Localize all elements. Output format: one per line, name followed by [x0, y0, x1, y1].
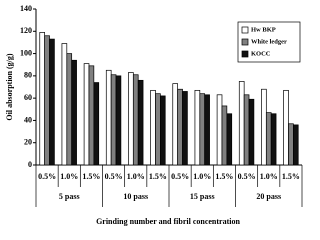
- bar: [150, 89, 156, 166]
- group-label: 15 pass: [190, 192, 215, 201]
- x-tick-label: 1.0%: [260, 172, 278, 181]
- group-label: 10 pass: [123, 192, 148, 201]
- bar: [49, 38, 55, 166]
- y-tick-label: 0: [28, 160, 32, 169]
- x-tick-label: 1.5%: [282, 172, 300, 181]
- legend-label: Hw BKP: [251, 26, 276, 33]
- legend-label: White ledger: [251, 38, 287, 45]
- x-tick-label: 0.5%: [238, 172, 256, 181]
- y-tick-label: 20: [24, 138, 32, 147]
- y-tick-label: 120: [20, 26, 32, 35]
- bar: [39, 32, 45, 166]
- y-tick-label: 60: [24, 93, 32, 102]
- y-tick-label: 100: [20, 48, 32, 57]
- bar: [204, 94, 210, 166]
- x-tick-label: 0.5%: [105, 172, 123, 181]
- bar: [110, 74, 117, 166]
- bar: [88, 65, 95, 166]
- bar: [61, 43, 68, 166]
- bar: [128, 72, 134, 166]
- chart: Oil absorption (g/g) Grinding number and…: [5, 4, 303, 226]
- bar: [105, 69, 112, 166]
- bar: [288, 123, 294, 166]
- bar: [93, 82, 100, 166]
- bar: [160, 95, 166, 166]
- legend-label: KOCC: [251, 50, 271, 57]
- bar: [71, 59, 77, 166]
- bar: [265, 112, 272, 166]
- x-tick-label: 0.5%: [171, 172, 189, 181]
- bar: [216, 94, 223, 166]
- legend-swatch: [241, 50, 249, 58]
- bar: [221, 105, 228, 166]
- bar: [194, 89, 201, 166]
- bar: [199, 93, 206, 166]
- bar: [172, 83, 178, 166]
- bar: [283, 89, 289, 166]
- y-tick-label: 80: [24, 71, 32, 80]
- bar: [132, 74, 139, 166]
- bar: [83, 63, 90, 166]
- bar: [66, 53, 73, 166]
- x-tick-label: 1.0%: [60, 172, 78, 181]
- bar: [248, 98, 255, 166]
- bar: [155, 93, 161, 166]
- x-tick-label: 0.5%: [38, 172, 56, 181]
- bar: [243, 94, 250, 166]
- group-label: 5 pass: [59, 192, 80, 201]
- y-tick-label: 140: [20, 4, 32, 13]
- x-tick-label: 1.5%: [215, 172, 233, 181]
- bar: [182, 91, 188, 166]
- group-label: 20 pass: [256, 192, 281, 201]
- x-axis-label: Grinding number and fibril concentration: [96, 217, 240, 226]
- y-tick-label: 40: [24, 115, 32, 124]
- x-tick-label: 1.5%: [149, 172, 167, 181]
- bar: [270, 113, 277, 166]
- bar: [115, 75, 122, 166]
- legend-swatch: [241, 38, 249, 46]
- y-axis-label: Oil absorption (g/g): [5, 53, 14, 120]
- bar: [137, 79, 144, 166]
- x-tick-label: 1.0%: [127, 172, 145, 181]
- legend-swatch: [241, 26, 249, 34]
- bar: [293, 124, 299, 166]
- bar: [238, 81, 245, 166]
- x-tick-label: 1.0%: [193, 172, 211, 181]
- bar: [261, 88, 267, 166]
- bar: [44, 35, 50, 166]
- x-tick-label: 1.5%: [82, 172, 100, 181]
- bar: [177, 88, 183, 166]
- bar: [226, 113, 233, 166]
